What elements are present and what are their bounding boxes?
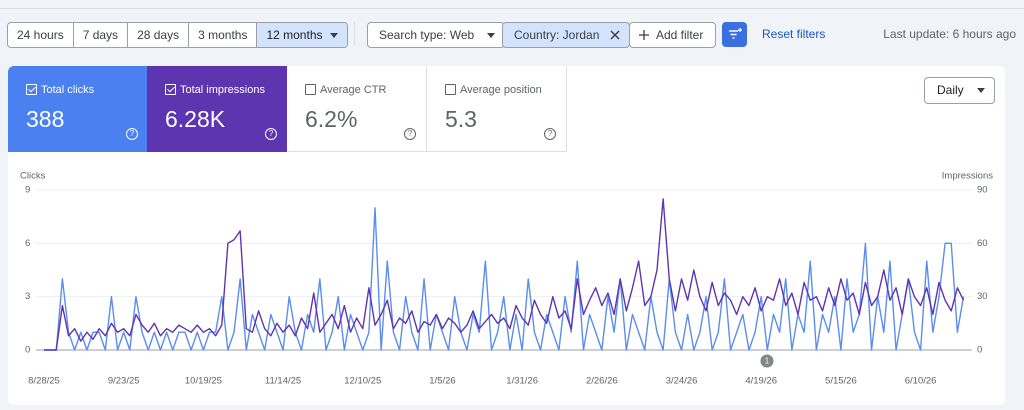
metric-label: Total clicks <box>41 84 95 96</box>
annotation-label: 1 <box>765 357 770 366</box>
metric-label: Total impressions <box>180 84 265 96</box>
help-icon[interactable]: ? <box>126 128 138 140</box>
checkbox[interactable] <box>165 84 176 95</box>
granularity-dropdown[interactable]: Daily <box>924 77 995 104</box>
range-button[interactable]: 28 days <box>127 23 188 47</box>
divider <box>0 8 1024 9</box>
metric-card[interactable]: Total impressions 6.28K? <box>147 66 287 152</box>
series-line <box>44 207 965 351</box>
metric-label: Average CTR <box>320 84 387 96</box>
country-filter-chip[interactable]: Country: Jordan <box>502 22 631 48</box>
range-button[interactable]: 12 months <box>256 23 347 47</box>
checkbox[interactable] <box>26 84 37 95</box>
metric-value: 5.3 <box>445 106 477 132</box>
x-tick-label: 1/31/26 <box>506 376 538 387</box>
metric-value: 388 <box>26 106 65 132</box>
metric-value: 6.28K <box>165 106 226 132</box>
help-icon[interactable]: ? <box>404 128 416 140</box>
search-type-label: Search type: Web <box>379 28 475 42</box>
metric-card[interactable]: Average CTR 6.2%? <box>287 66 427 152</box>
range-button[interactable]: 24 hours <box>17 28 64 42</box>
y-tick-label: 6 <box>25 238 30 249</box>
performance-panel: Total clicks 388? Total impressions 6.28K?… <box>8 66 1005 405</box>
plus-icon <box>639 30 649 40</box>
search-type-dropdown[interactable]: Search type: Web <box>367 22 506 48</box>
separator <box>354 22 355 46</box>
date-range-selector: 24 hours 7 days 28 days 3 months 12 mont… <box>7 22 348 48</box>
country-label: Country: Jordan <box>514 28 600 42</box>
metric-value: 6.2% <box>305 106 358 132</box>
reset-filters-link[interactable]: Reset filters <box>762 27 826 41</box>
metric-card[interactable]: Average position 5.3? <box>427 66 567 152</box>
help-icon[interactable]: ? <box>544 128 556 140</box>
help-icon[interactable]: ? <box>265 128 277 140</box>
x-tick-label: 9/23/25 <box>108 376 140 387</box>
range-button[interactable]: 3 months <box>188 23 256 47</box>
x-tick-label: 12/10/25 <box>344 376 381 387</box>
remove-icon[interactable] <box>610 30 620 40</box>
filter-icon <box>729 28 742 39</box>
range-button[interactable]: 7 days <box>72 23 127 47</box>
add-filter-label: Add filter <box>656 28 704 42</box>
y-tick-label: 0 <box>25 345 30 356</box>
x-tick-label: 4/19/26 <box>745 376 777 387</box>
last-update: Last update: 6 hours ago <box>883 27 1016 41</box>
series-line <box>44 198 965 351</box>
x-tick-label: 1/5/26 <box>429 376 455 387</box>
x-tick-label: 5/15/26 <box>825 376 857 387</box>
y-axis-title: Clicks <box>20 171 46 182</box>
annotation-marker <box>760 354 774 368</box>
x-tick-label: 10/19/25 <box>185 376 222 387</box>
y-tick-label: 9 <box>25 185 30 196</box>
y-tick-label: 3 <box>25 291 30 302</box>
add-filter-button[interactable]: Add filter <box>629 22 717 48</box>
y2-tick-label: 90 <box>977 185 988 196</box>
x-tick-label: 2/26/26 <box>586 376 618 387</box>
x-tick-label: 3/24/26 <box>666 376 698 387</box>
y2-tick-label: 60 <box>977 238 988 249</box>
granularity-label: Daily <box>937 83 964 97</box>
y2-tick-label: 0 <box>977 345 982 356</box>
x-tick-label: 8/28/25 <box>28 376 60 387</box>
y2-tick-label: 30 <box>977 291 988 302</box>
metric-label: Average position <box>460 84 542 96</box>
x-tick-label: 11/14/25 <box>265 376 301 387</box>
metric-card[interactable]: Total clicks 388? <box>8 66 148 152</box>
x-tick-label: 6/10/26 <box>905 376 937 387</box>
filter-settings-button[interactable] <box>722 22 747 47</box>
y2-axis-title: Impressions <box>942 171 993 182</box>
checkbox[interactable] <box>305 84 316 95</box>
checkbox[interactable] <box>445 84 456 95</box>
